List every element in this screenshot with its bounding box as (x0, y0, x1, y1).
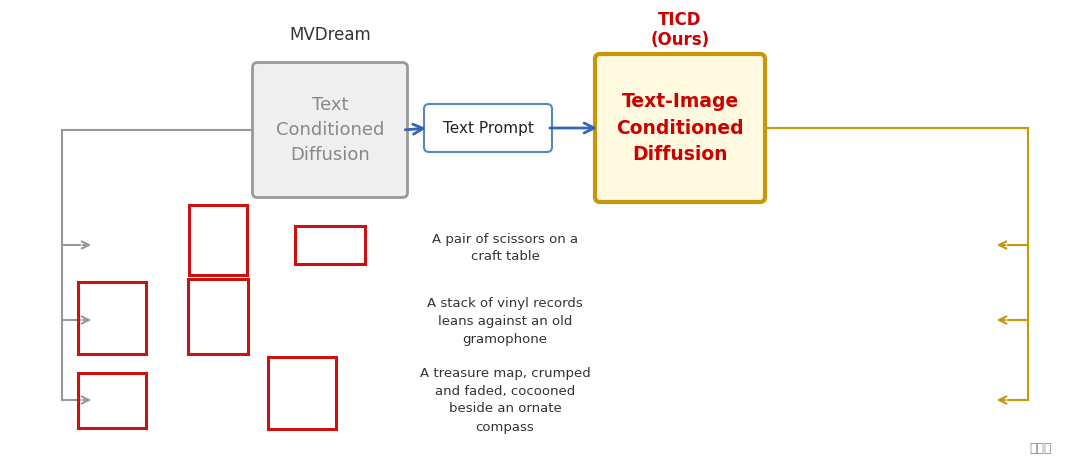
Bar (188, 278, 248, 354)
Bar (78, 373, 146, 427)
Text: Text
Conditioned
Diffusion: Text Conditioned Diffusion (275, 96, 384, 164)
Bar (268, 357, 336, 429)
Bar (189, 205, 247, 275)
Text: TICD
(Ours): TICD (Ours) (650, 10, 710, 50)
Text: A pair of scissors on a
craft table: A pair of scissors on a craft table (432, 232, 578, 264)
Bar (78, 282, 146, 354)
Text: A stack of vinyl records
leans against an old
gramophone: A stack of vinyl records leans against a… (427, 298, 583, 347)
Text: A treasure map, crumped
and faded, cocooned
beside an ornate
compass: A treasure map, crumped and faded, cocoo… (420, 367, 591, 434)
FancyBboxPatch shape (424, 104, 552, 152)
Text: Text Prompt: Text Prompt (443, 120, 534, 136)
Text: MVDream: MVDream (289, 26, 370, 44)
FancyBboxPatch shape (595, 54, 765, 202)
FancyBboxPatch shape (253, 62, 407, 198)
Bar (295, 226, 365, 264)
Text: 量子位: 量子位 (1029, 442, 1052, 455)
Text: Text-Image
Conditioned
Diffusion: Text-Image Conditioned Diffusion (617, 92, 744, 164)
